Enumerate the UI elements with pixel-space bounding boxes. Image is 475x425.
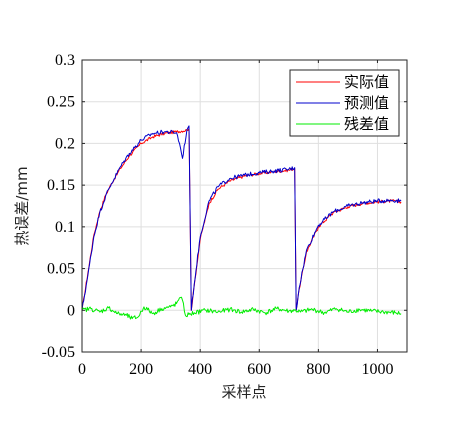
- series-line-residual: [81, 296, 402, 320]
- x-tick-label: 0: [78, 361, 86, 378]
- y-tick-label: -0.05: [42, 344, 75, 361]
- legend-label-residual: 残差值: [344, 115, 389, 133]
- series-line-predicted: [81, 125, 402, 311]
- plot-frame: [81, 59, 408, 353]
- y-tick-label: 0.3: [55, 52, 75, 69]
- y-tick-label: 0.2: [55, 135, 75, 152]
- y-tick-label: 0: [67, 302, 75, 319]
- y-tick-label: 0.05: [47, 261, 75, 278]
- x-tick-label: 1000: [361, 361, 393, 378]
- y-tick-label: 0.15: [47, 177, 75, 194]
- y-tick-label: 0.1: [55, 219, 75, 236]
- series-lines: [81, 125, 402, 320]
- y-tick-label: 0.25: [47, 94, 75, 111]
- ticks: 0 200 400 600 800 1000-0.0500.050.10.150.20.2…: [42, 52, 407, 378]
- y-axis-label: 热误差/mm: [13, 166, 31, 245]
- x-tick-label: 800: [306, 361, 330, 378]
- legend-label-predicted: 预测值: [344, 94, 389, 112]
- x-tick-label: 400: [188, 361, 212, 378]
- legend: 实际值 预测值 残差值: [289, 69, 400, 137]
- x-axis-label: 采样点: [221, 383, 266, 401]
- legend-label-actual: 实际值: [344, 73, 389, 91]
- x-tick-label: 600: [247, 361, 271, 378]
- x-tick-label: 200: [129, 361, 153, 378]
